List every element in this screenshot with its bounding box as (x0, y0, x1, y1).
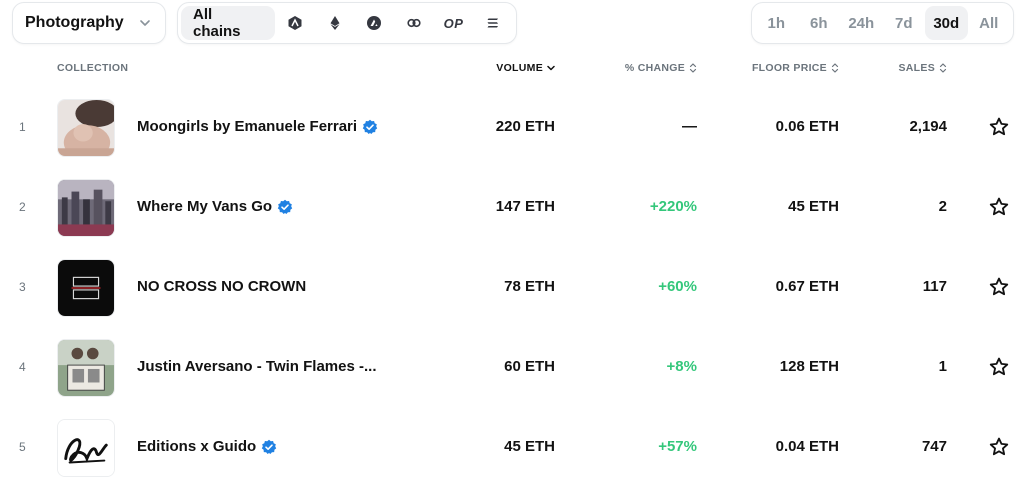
twin-flames-thumbnail-image (58, 340, 114, 396)
timeframe-30d-button[interactable]: 30d (925, 6, 968, 40)
polygon-chain-button[interactable] (394, 6, 434, 40)
collection-name[interactable]: Justin Aversano - Twin Flames -... (137, 358, 377, 375)
timeframe-7d-button[interactable]: 7d (894, 14, 913, 32)
avalanche-icon (367, 16, 382, 30)
table-row[interactable]: 3 NO CROSS NO CROWN 78 ETH +60% 0.67 ETH… (0, 258, 1024, 318)
floor-price-value: 0.04 ETH (775, 438, 839, 455)
collection-name-label: NO CROSS NO CROWN (137, 278, 307, 295)
collection-thumbnail (57, 259, 115, 317)
collection-name-label: Editions x Guido (137, 438, 257, 455)
star-icon[interactable] (988, 276, 1010, 298)
collection-thumbnail (57, 419, 115, 477)
change-value: +8% (666, 358, 697, 375)
floor-price-value: 0.06 ETH (775, 118, 839, 135)
volume-value: 60 ETH (504, 358, 555, 375)
editions-x-guido-thumbnail-image (58, 420, 114, 476)
collection-name[interactable]: Editions x Guido (137, 438, 277, 455)
floor-price-value: 128 ETH (779, 358, 839, 375)
sales-value: 747 (921, 438, 947, 455)
moongirls-thumbnail-image (58, 100, 114, 156)
volume-header-label: VOLUME (496, 62, 543, 74)
timeframe-24h-button[interactable]: 24h (848, 14, 875, 32)
floor-price-value: 45 ETH (788, 198, 839, 215)
verified-badge-icon (362, 119, 378, 134)
sort-icon (689, 63, 697, 73)
timeframe-1h-button[interactable]: 1h (767, 14, 785, 32)
table-header: COLLECTION VOLUME % CHANGE FLOOR PRICE S… (0, 62, 1024, 80)
sort-icon (939, 63, 947, 73)
table-row[interactable]: 1 Moongirls by Emanuele Ferrari 220 ETH … (0, 98, 1024, 158)
volume-value: 45 ETH (504, 438, 555, 455)
star-icon[interactable] (988, 196, 1010, 218)
star-icon[interactable] (988, 356, 1010, 378)
change-value: +57% (658, 438, 697, 455)
table-row[interactable]: 5 Editions x Guido 45 ETH +57% 0.04 ETH … (0, 418, 1024, 478)
timeframe-all-button[interactable]: All (979, 14, 999, 32)
collection-name-label: Justin Aversano - Twin Flames -... (137, 358, 377, 375)
star-icon[interactable] (988, 436, 1010, 458)
floor-price-value: 0.67 ETH (775, 278, 839, 295)
collection-thumbnail (57, 179, 115, 237)
collection-column-header: COLLECTION (57, 62, 128, 74)
collection-name[interactable]: Where My Vans Go (137, 198, 293, 215)
no-cross-no-crown-thumbnail-image (58, 260, 114, 316)
floor-price-column-header[interactable]: FLOOR PRICE (752, 62, 839, 74)
sort-descending-icon (547, 65, 555, 71)
polygon-icon (407, 18, 421, 28)
table-row[interactable]: 4 Justin Aversano - Twin Flames -... 60 … (0, 338, 1024, 398)
change-value: — (682, 118, 697, 135)
collection-name-label: Where My Vans Go (137, 198, 273, 215)
row-rank: 2 (19, 200, 26, 214)
change-value: +60% (658, 278, 697, 295)
where-my-vans-go-thumbnail-image (58, 180, 114, 236)
collection-thumbnail (57, 99, 115, 157)
change-header-label: % CHANGE (624, 62, 685, 74)
sales-value: 2 (938, 198, 947, 215)
volume-column-header[interactable]: VOLUME (496, 62, 555, 74)
optimism-icon: OP (443, 15, 464, 31)
chevron-down-icon (140, 20, 150, 26)
timeframe-6h-button[interactable]: 6h (809, 14, 828, 32)
volume-value: 220 ETH (495, 118, 555, 135)
ethereum-chain-button[interactable] (315, 6, 355, 40)
star-icon[interactable] (988, 116, 1010, 138)
change-value: +220% (649, 198, 697, 215)
collection-header-label: COLLECTION (57, 62, 129, 74)
solana-chain-button[interactable] (473, 6, 513, 40)
optimism-chain-button[interactable]: OP (434, 6, 474, 40)
collection-thumbnail (57, 339, 115, 397)
row-rank: 4 (19, 360, 26, 374)
volume-value: 147 ETH (495, 198, 555, 215)
sales-column-header[interactable]: SALES (898, 62, 947, 74)
sales-value: 117 (922, 278, 947, 295)
solana-icon (487, 18, 499, 28)
volume-value: 78 ETH (504, 278, 555, 295)
arbitrum-icon (288, 16, 302, 30)
row-rank: 1 (19, 120, 26, 134)
sales-value: 2,194 (909, 118, 947, 135)
row-rank: 5 (19, 440, 26, 454)
sort-icon (831, 63, 839, 73)
floor-price-header-label: FLOOR PRICE (751, 62, 827, 74)
avalanche-chain-button[interactable] (354, 6, 394, 40)
category-dropdown-label: Photography (25, 14, 124, 31)
sales-value: 1 (938, 358, 947, 375)
row-rank: 3 (19, 280, 26, 294)
verified-badge-icon (261, 439, 277, 454)
ethereum-icon (330, 16, 340, 30)
chain-filter: All chains OP (177, 2, 517, 44)
verified-badge-icon (277, 199, 293, 214)
collection-name[interactable]: NO CROSS NO CROWN (137, 278, 306, 295)
collection-name-label: Moongirls by Emanuele Ferrari (137, 118, 358, 135)
timeframe-filter: 1h 6h 24h 7d 30d All (751, 2, 1014, 44)
all-chains-button[interactable]: All chains (181, 6, 276, 40)
collection-name[interactable]: Moongirls by Emanuele Ferrari (137, 118, 378, 135)
change-column-header[interactable]: % CHANGE (625, 62, 697, 74)
sales-header-label: SALES (898, 62, 935, 74)
category-dropdown[interactable]: Photography (12, 2, 166, 44)
arbitrum-chain-button[interactable] (275, 6, 315, 40)
table-row[interactable]: 2 Where My Vans Go 147 ETH +220% 45 ETH … (0, 178, 1024, 238)
